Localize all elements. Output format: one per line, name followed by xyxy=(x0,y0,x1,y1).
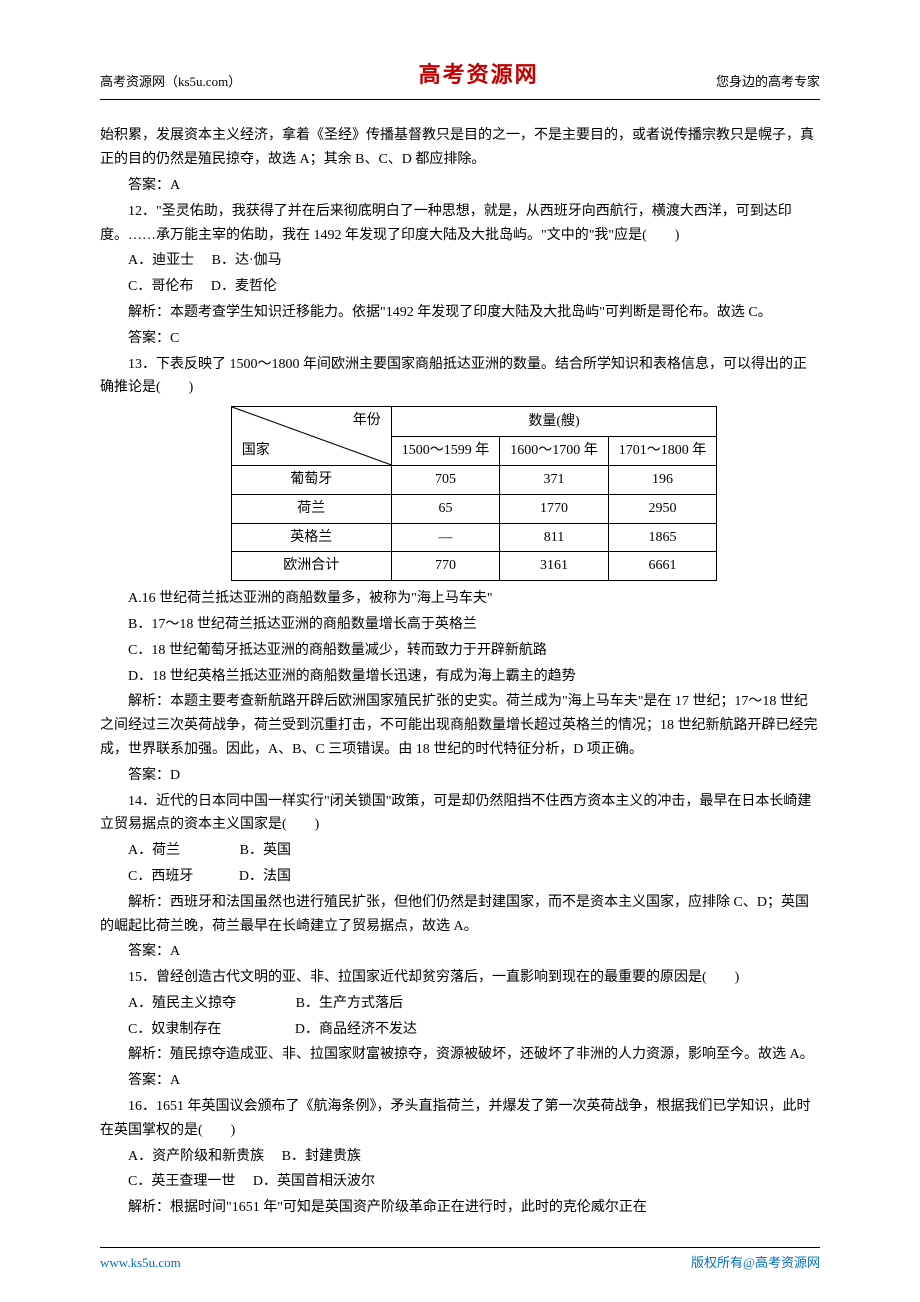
q14-optD: D．法国 xyxy=(239,869,291,884)
table-r3c2: 811 xyxy=(500,523,609,552)
table-r1c3: 196 xyxy=(608,465,717,494)
table-col2-header: 1600～1700 年 xyxy=(500,437,609,466)
q12-optC: C．哥伦布 xyxy=(128,279,193,294)
q15-options-line2: C．奴隶制存在 D．商品经济不发达 xyxy=(100,1018,820,1042)
table-r3c3: 1865 xyxy=(608,523,717,552)
q15-answer: 答案：A xyxy=(100,1069,820,1093)
q15-explanation: 解析：殖民掠夺造成亚、非、拉国家财富被掠夺，资源被破坏，还破坏了非洲的人力资源，… xyxy=(100,1043,820,1067)
table-r2c2: 1770 xyxy=(500,494,609,523)
continuation-text: 始积累，发展资本主义经济，拿着《圣经》传播基督教只是目的之一，不是主要目的，或者… xyxy=(100,124,820,172)
table-r1c1: 705 xyxy=(391,465,500,494)
table-r4c1: 770 xyxy=(391,552,500,581)
q13-optB: B．17～18 世纪荷兰抵达亚洲的商船数量增长高于英格兰 xyxy=(100,613,820,637)
q13-optC: C．18 世纪葡萄牙抵达亚洲的商船数量减少，转而致力于开辟新航路 xyxy=(100,639,820,663)
q14-explanation: 解析：西班牙和法国虽然也进行殖民扩张，但他们仍然是封建国家，而不是资本主义国家，… xyxy=(100,891,820,939)
table-r2c0: 荷兰 xyxy=(231,494,391,523)
table-r1c2: 371 xyxy=(500,465,609,494)
q13-table-wrap: 年份 国家 数量(艘) 1500～1599 年 1600～1700 年 1701… xyxy=(128,406,820,581)
footer-left: www.ks5u.com xyxy=(100,1252,181,1274)
q12-optD: D．麦哲伦 xyxy=(211,279,277,294)
q15-optC: C．奴隶制存在 xyxy=(128,1022,221,1037)
q12-optB: B．达·伽马 xyxy=(212,253,282,268)
q16-optB: B．封建贵族 xyxy=(282,1149,361,1164)
q14-options-line1: A．荷兰 B．英国 xyxy=(100,839,820,863)
table-col3-header: 1701～1800 年 xyxy=(608,437,717,466)
q16-options-line2: C．英王查理一世 D．英国首相沃波尔 xyxy=(100,1170,820,1194)
q12-options-line2: C．哥伦布 D．麦哲伦 xyxy=(100,275,820,299)
q16-explanation: 解析：根据时间"1651 年"可知是英国资产阶级革命正在进行时，此时的克伦威尔正… xyxy=(100,1196,820,1220)
q12-options-line1: A．迪亚士 B．达·伽马 xyxy=(100,249,820,273)
q16-options-line1: A．资产阶级和新贵族 B．封建贵族 xyxy=(100,1145,820,1169)
table-r3c1: — xyxy=(391,523,500,552)
q14-options-line2: C．西班牙 D．法国 xyxy=(100,865,820,889)
q14-optA: A．荷兰 xyxy=(128,843,180,858)
q14-optC: C．西班牙 xyxy=(128,869,193,884)
table-r4c2: 3161 xyxy=(500,552,609,581)
q12-stem: 12．"圣灵佑助，我获得了并在后来彻底明白了一种思想，就是，从西班牙向西航行，横… xyxy=(100,200,820,248)
table-diag-cell: 年份 国家 xyxy=(231,407,391,466)
table-r4c0: 欧洲合计 xyxy=(231,552,391,581)
q13-answer: 答案：D xyxy=(100,764,820,788)
page-header: 高考资源网（ks5u.com） 高考资源网 您身边的高考专家 xyxy=(100,56,820,100)
q14-optB: B．英国 xyxy=(240,843,291,858)
q13-optD: D．18 世纪英格兰抵达亚洲的商船数量增长迅速，有成为海上霸主的趋势 xyxy=(100,665,820,689)
q15-optD: D．商品经济不发达 xyxy=(295,1022,417,1037)
header-right: 您身边的高考专家 xyxy=(716,71,820,93)
q16-stem: 16．1651 年英国议会颁布了《航海条例》，矛头直指荷兰，并爆发了第一次英荷战… xyxy=(100,1095,820,1143)
header-left: 高考资源网（ks5u.com） xyxy=(100,71,241,93)
q16-optD: D．英国首相沃波尔 xyxy=(253,1174,375,1189)
q14-answer: 答案：A xyxy=(100,940,820,964)
table-r2c3: 2950 xyxy=(608,494,717,523)
q12-optA: A．迪亚士 xyxy=(128,253,194,268)
q15-options-line1: A．殖民主义掠夺 B．生产方式落后 xyxy=(100,992,820,1016)
footer-right: 版权所有@高考资源网 xyxy=(691,1252,820,1274)
diag-bottom-label: 国家 xyxy=(242,439,270,463)
q12-answer: 答案：C xyxy=(100,327,820,351)
q13-optA: A.16 世纪荷兰抵达亚洲的商船数量多，被称为"海上马车夫" xyxy=(100,587,820,611)
q15-optA: A．殖民主义掠夺 xyxy=(128,996,236,1011)
q16-optC: C．英王查理一世 xyxy=(128,1174,235,1189)
q15-stem: 15．曾经创造古代文明的亚、非、拉国家近代却贫穷落后，一直影响到现在的最重要的原… xyxy=(100,966,820,990)
table-r2c1: 65 xyxy=(391,494,500,523)
table-col1-header: 1500～1599 年 xyxy=(391,437,500,466)
q12-explanation: 解析：本题考查学生知识迁移能力。依据"1492 年发现了印度大陆及大批岛屿"可判… xyxy=(100,301,820,325)
continuation-answer: 答案：A xyxy=(100,174,820,198)
table-r1c0: 葡萄牙 xyxy=(231,465,391,494)
page-footer: www.ks5u.com 版权所有@高考资源网 xyxy=(100,1247,820,1274)
q14-stem: 14．近代的日本同中国一样实行"闭关锁国"政策，可是却仍然阻挡不住西方资本主义的… xyxy=(100,790,820,838)
q13-explanation: 解析：本题主要考查新航路开辟后欧洲国家殖民扩张的史实。荷兰成为"海上马车夫"是在… xyxy=(100,690,820,761)
q13-table: 年份 国家 数量(艘) 1500～1599 年 1600～1700 年 1701… xyxy=(231,406,718,581)
q15-optB: B．生产方式落后 xyxy=(296,996,403,1011)
q16-optA: A．资产阶级和新贵族 xyxy=(128,1149,264,1164)
table-r3c0: 英格兰 xyxy=(231,523,391,552)
table-r4c3: 6661 xyxy=(608,552,717,581)
diag-top-label: 年份 xyxy=(353,409,381,433)
table-qty-header: 数量(艘) xyxy=(391,407,717,437)
q13-stem: 13．下表反映了 1500～1800 年间欧洲主要国家商船抵达亚洲的数量。结合所… xyxy=(100,353,820,401)
header-title: 高考资源网 xyxy=(419,56,539,93)
